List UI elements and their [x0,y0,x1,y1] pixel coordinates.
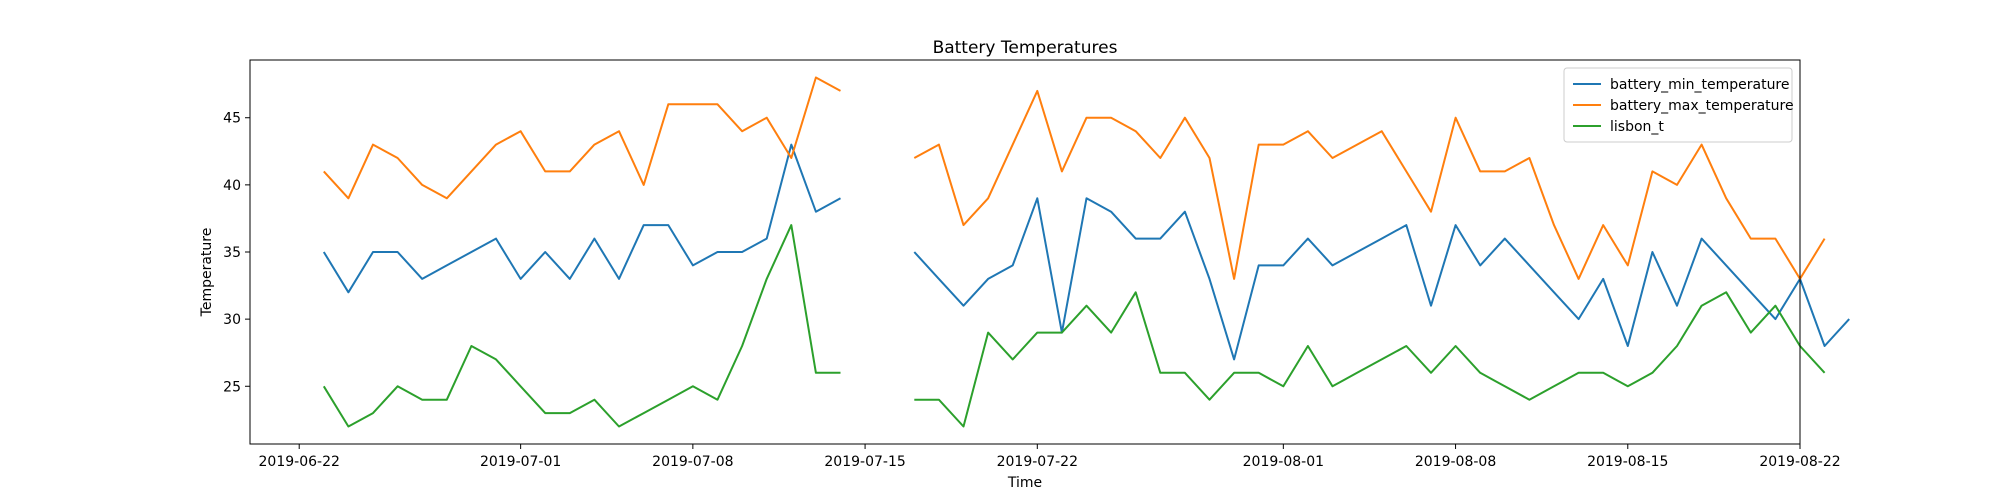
x-tick-label: 2019-07-15 [824,454,905,470]
series-line-battery_max_temperature-segment-1 [913,89,1826,280]
x-tick-label: 2019-08-22 [1759,454,1840,470]
legend-label-battery_max_temperature: battery_max_temperature [1610,98,1794,114]
chart-title: Battery Temperatures [933,38,1118,58]
x-tick-label: 2019-07-22 [997,454,1078,470]
legend: battery_min_temperature battery_max_tempe… [1563,67,1794,143]
y-tick-label: 35 [223,245,241,261]
legend-box [1563,67,1793,143]
x-tick-label: 2019-08-08 [1415,454,1496,470]
series-line-battery_min_temperature-segment-1 [913,197,1850,361]
x-tick-label: 2019-07-01 [480,454,561,470]
x-tick-label: 2019-08-01 [1243,454,1324,470]
x-axis: 2019-06-22 2019-07-01 2019-07-08 2019-07-15… [259,444,1841,470]
x-axis-label: Time [1007,475,1042,491]
y-tick-label: 30 [223,312,241,328]
y-tick-label: 45 [223,111,241,127]
y-axis-label: Temperature [199,228,215,318]
y-tick-label: 40 [223,178,241,194]
series-line-battery_min_temperature-segment-0 [322,143,841,294]
x-tick-label: 2019-08-15 [1587,454,1668,470]
x-tick-label: 2019-06-22 [259,454,340,470]
legend-label-lisbon_t: lisbon_t [1610,119,1664,135]
series-line-lisbon_t-segment-0 [322,224,841,428]
legend-label-battery_min_temperature: battery_min_temperature [1610,77,1790,93]
series-line-battery_max_temperature-segment-0 [323,76,841,200]
y-tick-label: 25 [223,379,241,395]
series-line-lisbon_t-segment-1 [914,291,1826,428]
y-axis: 25 30 35 40 45 [223,111,250,395]
x-tick-label: 2019-07-08 [652,454,733,470]
